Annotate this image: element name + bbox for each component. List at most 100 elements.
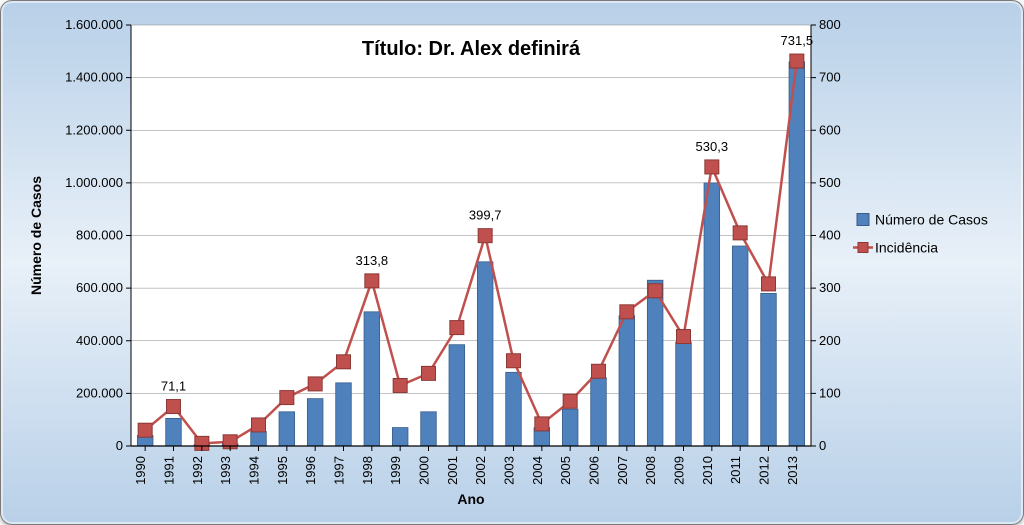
bar	[591, 378, 607, 446]
data-label: 731,5	[781, 33, 814, 48]
line-marker	[648, 284, 662, 298]
legend-marker-sample	[858, 243, 868, 253]
bar	[619, 316, 635, 446]
data-label: 399,7	[469, 208, 502, 223]
x-tick-label: 2006	[587, 456, 602, 485]
x-tick-label: 1995	[275, 456, 290, 485]
y-right-tick-label: 300	[819, 280, 841, 295]
line-marker	[733, 226, 747, 240]
x-tick-label: 2009	[672, 456, 687, 485]
chart-title: Título: Dr. Alex definirá	[362, 38, 581, 60]
bar	[761, 293, 777, 446]
x-tick-label: 2005	[558, 456, 573, 485]
y-left-tick-label: 1.000.000	[65, 175, 123, 190]
bar	[732, 246, 748, 446]
legend-label-line: Incidência	[875, 240, 938, 256]
x-tick-label: 2010	[700, 456, 715, 485]
line-marker	[507, 354, 521, 368]
line-marker	[705, 160, 719, 174]
y-right-tick-label: 0	[819, 438, 826, 453]
x-tick-label: 2007	[615, 456, 630, 485]
line-marker	[535, 417, 549, 431]
line-marker	[762, 277, 776, 291]
x-tick-label: 2002	[473, 456, 488, 485]
chart-card: 0 200.000 400.000 600.000 800.000 1.000.000 1.…	[0, 0, 1024, 525]
data-label: 71,1	[161, 379, 186, 394]
bar	[477, 262, 493, 446]
y-right-tick-label: 800	[819, 17, 841, 32]
bar	[789, 62, 805, 446]
chart-area: 0 200.000 400.000 600.000 800.000 1.000.000 1.…	[19, 15, 1005, 510]
bar	[704, 183, 720, 446]
x-tick-label: 1990	[133, 456, 148, 485]
line-marker	[592, 364, 606, 378]
line-marker	[790, 54, 804, 68]
bar	[307, 399, 323, 446]
y-left-tick-label: 1.600.000	[65, 17, 123, 32]
x-tick-label: 2001	[445, 456, 460, 485]
line-marker	[620, 305, 634, 319]
data-label: 313,8	[356, 253, 389, 268]
combo-chart: 0 200.000 400.000 600.000 800.000 1.000.000 1.…	[19, 15, 1007, 512]
line-marker	[252, 418, 266, 432]
x-tick-label: 1994	[247, 456, 262, 485]
x-tick-label: 1991	[162, 456, 177, 485]
x-axis-label: Ano	[457, 491, 484, 507]
y-left-tick-label: 600.000	[76, 280, 123, 295]
bar	[392, 428, 408, 446]
x-tick-label: 1992	[190, 456, 205, 485]
bar	[676, 342, 692, 446]
data-label: 530,3	[696, 139, 729, 154]
line-marker	[393, 378, 407, 392]
line-marker	[138, 423, 152, 437]
line-marker	[167, 400, 181, 414]
line-marker	[365, 274, 379, 288]
bar	[336, 383, 352, 446]
x-tick-label: 2012	[757, 456, 772, 485]
legend-swatch-bars	[857, 214, 869, 226]
line-marker	[563, 394, 577, 408]
line-marker	[677, 330, 691, 344]
y-left-label: Número de Casos	[28, 176, 44, 295]
x-tick-label: 1997	[332, 456, 347, 485]
line-marker	[450, 321, 464, 335]
y-right-tick-label: 400	[819, 228, 841, 243]
bar	[421, 412, 437, 446]
y-left-tick-label: 800.000	[76, 228, 123, 243]
x-tick-label: 2004	[530, 456, 545, 485]
x-tick-label: 1993	[218, 456, 233, 485]
legend-label-bars: Número de Casos	[875, 212, 988, 228]
bar	[506, 372, 522, 446]
y-right-tick-label: 500	[819, 175, 841, 190]
x-tick-label: 1996	[303, 456, 318, 485]
x-tick-label: 2013	[785, 456, 800, 485]
bar	[449, 345, 465, 446]
y-left-tick-label: 400.000	[76, 333, 123, 348]
y-right-tick-label: 700	[819, 70, 841, 85]
x-tick-label: 2011	[728, 456, 743, 484]
legend: Número de Casos Incidência	[853, 212, 988, 256]
y-right-tick-label: 100	[819, 385, 841, 400]
bar	[166, 418, 182, 446]
bar	[364, 312, 380, 446]
bar	[279, 412, 295, 446]
x-tick-label: 2000	[417, 456, 432, 485]
x-tick-label: 2008	[643, 456, 658, 485]
y-right-tick-label: 200	[819, 333, 841, 348]
x-tick-label: 1998	[360, 456, 375, 485]
y-left-tick-label: 1.200.000	[65, 122, 123, 137]
line-marker	[422, 366, 436, 380]
line-marker	[478, 229, 492, 243]
line-marker	[337, 355, 351, 369]
bar	[562, 409, 578, 446]
y-left-tick-label: 200.000	[76, 385, 123, 400]
line-marker	[280, 391, 294, 405]
x-tick-label: 2003	[502, 456, 517, 485]
bar	[647, 280, 663, 446]
y-left-tick-label: 0	[116, 438, 123, 453]
line-marker	[308, 377, 322, 391]
x-tick-label: 1999	[388, 456, 403, 485]
y-right-tick-label: 600	[819, 122, 841, 137]
bar	[251, 432, 267, 446]
y-left-tick-label: 1.400.000	[65, 70, 123, 85]
